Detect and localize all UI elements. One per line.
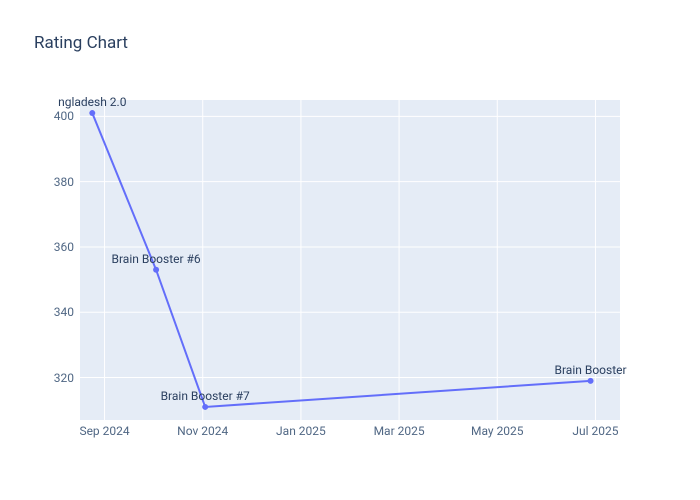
y-tick-label: 320 xyxy=(54,371,74,385)
y-tick-label: 340 xyxy=(54,305,74,319)
x-tick-label: Nov 2024 xyxy=(177,424,228,438)
x-tick-label: Jan 2025 xyxy=(276,424,326,438)
y-tick-label: 400 xyxy=(54,109,74,123)
x-tick-label: Mar 2025 xyxy=(374,424,425,438)
x-tick-label: Jul 2025 xyxy=(572,424,618,438)
chart-title: Rating Chart xyxy=(34,33,128,53)
data-point-label: Brain Booster #6 xyxy=(111,252,200,266)
data-point-label: Brain Booster xyxy=(554,363,626,377)
y-tick-label: 380 xyxy=(54,175,74,189)
x-tick-label: May 2025 xyxy=(471,424,524,438)
y-tick-label: 360 xyxy=(54,240,74,254)
x-tick-label: Sep 2024 xyxy=(79,424,129,438)
rating-chart: Rating Chart 320 340 360 380 400 Sep 2024 Nov … xyxy=(0,0,700,500)
data-point-label: Brain Booster #7 xyxy=(161,389,250,403)
data-point-label: ngladesh 2.0 xyxy=(58,95,126,109)
